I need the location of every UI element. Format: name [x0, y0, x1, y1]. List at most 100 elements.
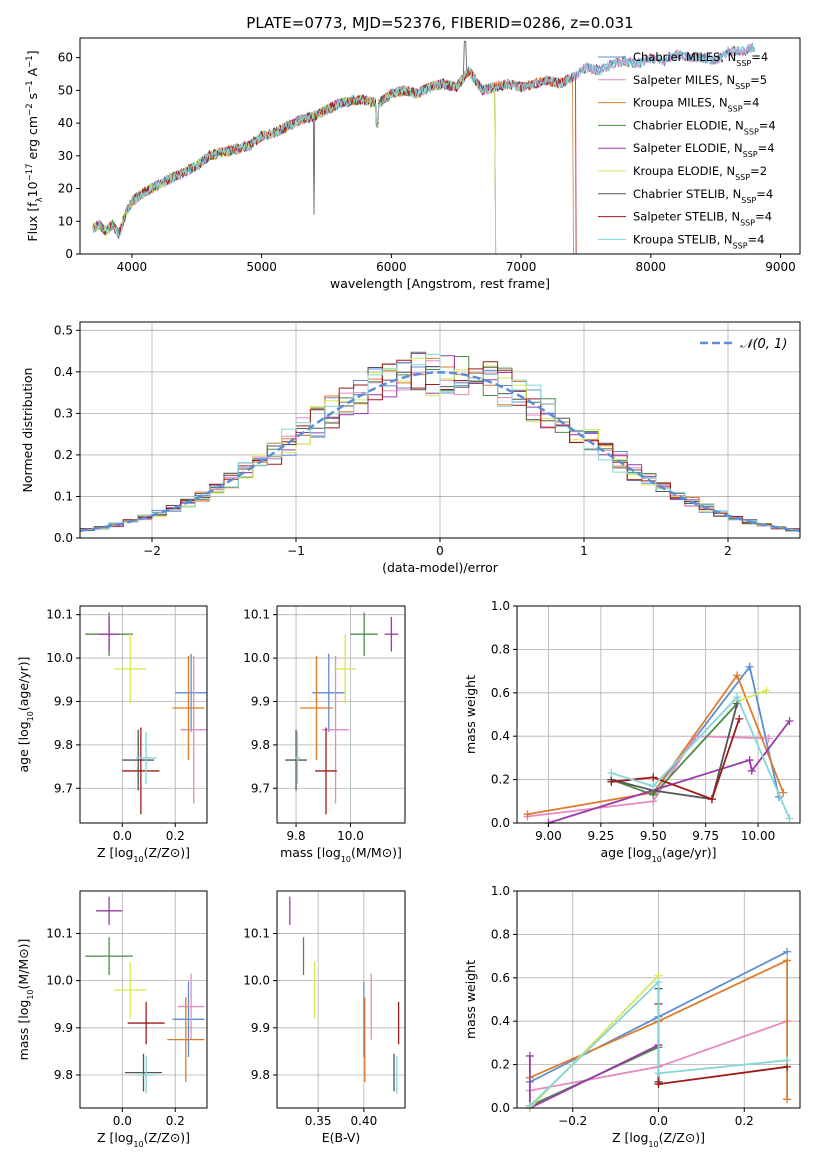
plot-area [92, 40, 755, 254]
x-tick-label: 5000 [246, 260, 277, 274]
series-line-chabrier_stelib [92, 40, 755, 238]
legend: 𝒩(0, 1) [700, 337, 787, 352]
point-salpeter_stelib [127, 1001, 165, 1045]
plot-area [523, 662, 794, 827]
plus-marker [649, 782, 658, 791]
x-axis-label: mass [log10(M/M⊙)] [280, 845, 402, 864]
plus-marker [783, 956, 792, 965]
plus-marker [745, 662, 754, 671]
panel-age_vs_mass: 9.8 10.0 9.7 9.8 9.9 10.0 10.1 mass [log10(M/M⊙… [243, 605, 406, 864]
x-axis-label: Z [log10(Z/Z⊙)] [97, 845, 190, 864]
point-salpeter_elodie [384, 616, 399, 652]
y-tick-label: 10.0 [46, 974, 73, 988]
y-axis-label: Flux [fλ10−17 erg cm−2 s−1 A−1] [25, 50, 45, 241]
point-salpeter_stelib [122, 727, 160, 815]
y-tick-label: 9.9 [54, 694, 73, 708]
x-axis-label: E(B-V) [322, 1130, 361, 1145]
plot-area [85, 896, 205, 1094]
series-line-kroupa_elodie [92, 67, 497, 254]
x-tick-label: 10.00 [741, 829, 775, 843]
panel-weight_vs_age: 9.00 9.25 9.50 9.75 10.00 0.0 0.2 0.4 0.6 0.8 1.0 a… [463, 599, 801, 864]
y-tick-label: 30 [58, 149, 73, 163]
plus-marker [783, 1056, 792, 1065]
series-line-kroupa_stelib [92, 43, 755, 238]
weight-line-salpeter_elodie [548, 720, 791, 824]
y-tick-label: 10 [58, 214, 73, 228]
y-tick-label: 10.1 [46, 926, 73, 940]
plus-marker [654, 978, 663, 987]
point-kroupa_stelib [135, 1056, 157, 1094]
y-tick-label: 9.9 [54, 1021, 73, 1035]
x-tick-label: 9.50 [640, 829, 667, 843]
x-tick-label: 4000 [117, 260, 148, 274]
series-line-salpeter_elodie [92, 65, 497, 254]
axes-frame [276, 605, 406, 824]
panel-spectrum: 4000 5000 6000 7000 8000 9000 0 10 20 30 40 50 60 wav… [25, 37, 801, 291]
panel-mass_vs_ebv: 0.35 0.40 9.8 9.9 10.0 10.1 E(B-V) [243, 890, 406, 1145]
plus-marker [654, 1080, 663, 1089]
legend-entry: Kroupa MILES, NSSP=4 [633, 96, 759, 114]
y-tick-label: 0.6 [491, 971, 510, 985]
axes-frame [516, 605, 801, 824]
x-tick-label: 1 [580, 544, 588, 558]
y-tick-label: 0.0 [491, 816, 510, 830]
x-tick-label: 0.0 [113, 829, 132, 843]
y-tick-label: 0.2 [54, 448, 73, 462]
series-line-kroupa_miles [92, 67, 574, 254]
plus-marker [762, 686, 771, 695]
y-axis-label: age [log10(age/yr)] [16, 656, 35, 772]
plus-marker [607, 777, 616, 786]
weight-line-chabrier_stelib [611, 703, 738, 801]
weight-line-kroupa_stelib [611, 695, 791, 820]
x-axis-label: Z [log10(Z/Z⊙)] [612, 1130, 705, 1149]
y-tick-label: 10.1 [46, 608, 73, 622]
y-tick-label: 0 [65, 247, 73, 261]
y-tick-label: 0.5 [54, 323, 73, 337]
y-tick-label: 9.8 [251, 738, 270, 752]
y-axis-label: Normed distribution [20, 368, 35, 493]
legend-entry: Kroupa ELODIE, NSSP=2 [633, 164, 767, 182]
x-tick-label: 0.0 [113, 1114, 132, 1128]
point-chabrier_stelib [122, 729, 155, 791]
point-kroupa_elodie [114, 634, 147, 704]
y-axis-label: mass weight [463, 675, 478, 754]
axes-frame [79, 37, 801, 255]
plot-area [85, 612, 207, 815]
series-line-salpeter_stelib [92, 69, 577, 254]
plus-marker [783, 947, 792, 956]
plot-area [80, 351, 800, 533]
plus-marker [733, 693, 742, 702]
point-salpeter_elodie [95, 896, 123, 925]
point-chabrier_stelib [124, 1053, 163, 1092]
y-tick-label: 0.0 [491, 1101, 510, 1115]
plus-marker [745, 756, 754, 765]
point-kroupa_miles [300, 655, 333, 761]
normal-curve [80, 371, 800, 532]
panel-residuals: −2 −1 0 1 2 0.0 0.1 0.2 0.3 0.4 0.5 (data-model)/er… [20, 321, 801, 575]
point-salpeter_elodie [98, 616, 120, 652]
legend-entry: Chabrier MILES, NSSP=4 [633, 50, 768, 68]
x-tick-label: −2 [143, 544, 161, 558]
x-tick-label: 0.2 [735, 1114, 754, 1128]
plus-marker [747, 766, 756, 775]
y-tick-label: 10.1 [243, 926, 270, 940]
x-axis-label: wavelength [Angstrom, rest frame] [330, 276, 550, 291]
panel-weight_vs_Z: −0.2 0.0 0.2 0.0 0.2 0.4 0.6 0.8 1.0 Z [log10(Z/Z… [463, 884, 801, 1149]
y-tick-label: 0.4 [54, 365, 73, 379]
y-tick-label: 9.7 [54, 781, 73, 795]
weight-line-salpeter_miles [527, 735, 769, 818]
plus-marker [649, 773, 658, 782]
y-tick-label: 9.8 [251, 1068, 270, 1082]
y-tick-label: 9.9 [251, 694, 270, 708]
legend-entry: 𝒩(0, 1) [740, 337, 787, 352]
point-kroupa_elodie [334, 634, 356, 704]
y-tick-label: 40 [58, 116, 73, 130]
y-tick-label: 0.8 [491, 927, 510, 941]
y-tick-label: 10.0 [46, 651, 73, 665]
legend-entry: Salpeter STELIB, NSSP=4 [633, 210, 772, 228]
x-tick-label: 0.0 [649, 1114, 668, 1128]
y-tick-label: 0.0 [54, 531, 73, 545]
y-tick-label: 9.7 [251, 781, 270, 795]
plus-marker [733, 671, 742, 680]
x-tick-label: 9.75 [692, 829, 719, 843]
